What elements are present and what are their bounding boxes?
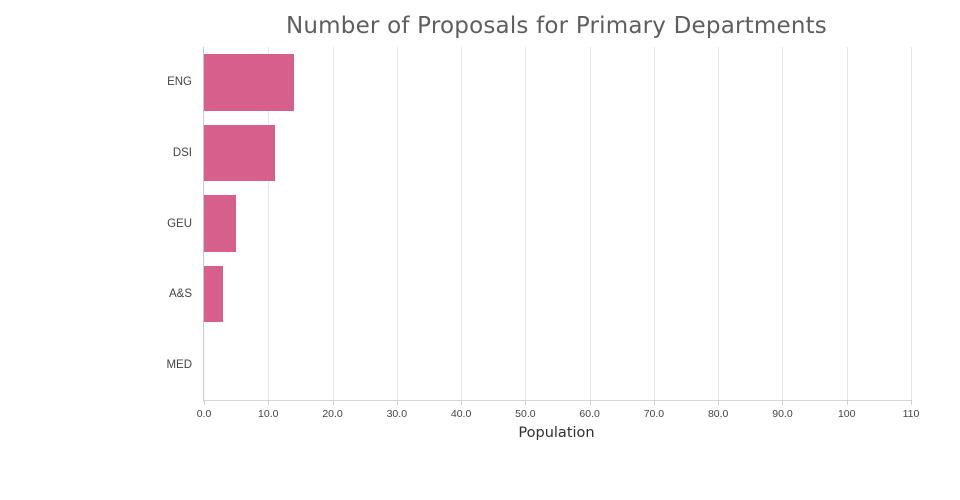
gridline xyxy=(525,47,527,400)
plot-area: 0.0 10.0 20.0 30.0 40.0 50.0 60.0 70.0 80.0 90.0 1… xyxy=(166,47,919,420)
x-tick-mark xyxy=(268,400,270,405)
x-tick-mark xyxy=(396,400,398,405)
gridline xyxy=(589,47,591,400)
x-tick-mark xyxy=(653,400,655,405)
chart-title: Number of Proposals for Primary Departme… xyxy=(286,13,827,39)
gridline xyxy=(718,47,720,400)
x-tick-label: 80.0 xyxy=(707,408,729,420)
y-tick-label: DSI xyxy=(172,146,192,159)
x-axis-label: Population xyxy=(518,425,595,441)
y-tick-label: A&S xyxy=(168,288,192,301)
bar-eng xyxy=(204,54,294,111)
x-tick-label: 20.0 xyxy=(322,408,343,420)
x-tick-label: 10.0 xyxy=(258,408,279,420)
bar-geu xyxy=(204,195,237,252)
x-tick-mark xyxy=(525,400,527,405)
x-tick-mark xyxy=(718,400,720,405)
gridline xyxy=(846,47,848,400)
x-tick-mark xyxy=(782,400,784,405)
gridline xyxy=(782,47,784,400)
y-tick-label: GEU xyxy=(167,217,192,230)
x-tick-label: 110 xyxy=(902,408,920,420)
x-tick-label: 0.0 xyxy=(196,408,212,420)
x-tick-label: 30.0 xyxy=(386,408,408,420)
y-tick-label: ENG xyxy=(167,76,192,89)
x-tick-label: 100 xyxy=(837,408,856,420)
x-tick-mark xyxy=(911,400,912,405)
gridline xyxy=(911,47,912,400)
gridline xyxy=(396,47,398,400)
x-tick-label: 50.0 xyxy=(515,408,536,420)
x-tick-mark xyxy=(332,400,334,405)
x-tick-mark xyxy=(204,400,205,405)
gridline xyxy=(332,47,334,400)
x-tick-label: 40.0 xyxy=(450,408,472,420)
x-tick-label: 90.0 xyxy=(772,408,793,420)
x-tick-label: 70.0 xyxy=(643,408,665,420)
y-tick-label: MED xyxy=(166,358,192,371)
bar-as xyxy=(204,265,224,323)
x-tick-mark xyxy=(589,400,591,405)
x-tick-label: 60.0 xyxy=(579,408,600,420)
gridline xyxy=(268,47,270,400)
bar-dsi xyxy=(204,124,275,182)
gridline xyxy=(461,47,463,400)
gridline xyxy=(653,47,655,400)
x-tick-mark xyxy=(846,400,848,405)
x-tick-mark xyxy=(461,400,463,405)
